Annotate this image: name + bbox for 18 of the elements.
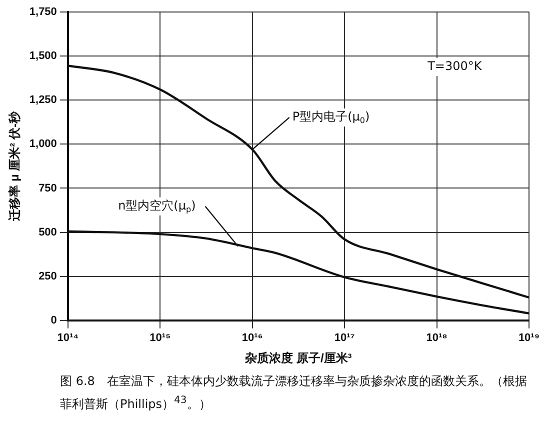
y-tick-label: 1,000 [29,138,57,150]
y-tick-label: 1,250 [29,94,57,106]
x-tick-label: 10¹⁴ [57,332,79,344]
y-tick-label: 250 [38,270,57,282]
x-tick-label: 10¹⁹ [518,332,540,344]
x-axis-title: 杂质浓度 原子/厘米³ [244,351,352,366]
y-tick-label: 500 [38,226,57,238]
annotation: T=300°K [426,59,483,74]
y-axis-title: 迁移率 μ 厘米² 伏-秒 [8,110,22,222]
x-tick-label: 10¹⁷ [334,332,356,344]
x-tick-label: 10¹⁵ [150,332,171,344]
y-tick-label: 0 [50,314,57,326]
y-tick-label: 1,500 [29,50,57,62]
x-tick-label: 10¹⁶ [242,332,263,344]
caption: 图 6.8 在室温下，硅本体内少数载流子漂移迁移率与杂质掺杂浓度的函数关系。（根据菲利普斯（Phillips）$^{43}$。） [60,373,528,413]
y-tick-label: 1,750 [29,6,57,18]
y-tick-label: 750 [38,182,57,194]
x-tick-label: 10¹⁸ [426,332,448,344]
